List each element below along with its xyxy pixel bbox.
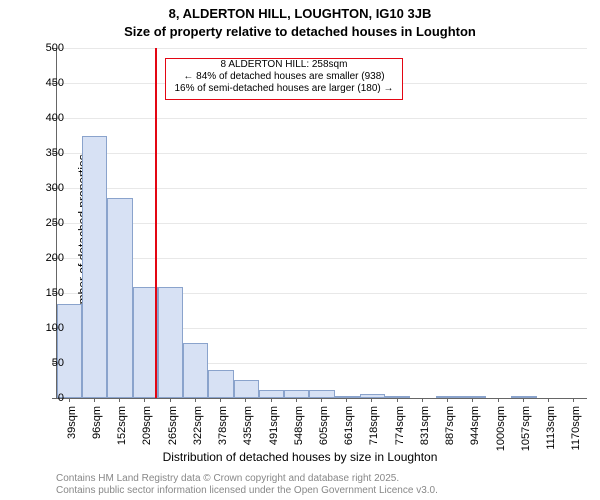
caption-line-2: Contains public sector information licen… (56, 485, 438, 496)
histogram-bar (284, 390, 309, 398)
histogram-bar (208, 370, 233, 398)
xtick-mark (119, 398, 120, 402)
xtick-mark (321, 398, 322, 402)
gridline (57, 153, 587, 154)
xtick-mark (523, 398, 524, 402)
ytick-label: 200 (46, 252, 64, 264)
gridline (57, 118, 587, 119)
xtick-mark (346, 398, 347, 402)
ytick-label: 500 (46, 42, 64, 54)
ytick-label: 150 (46, 287, 64, 299)
annotation-line: 8 ALDERTON HILL: 258sqm (166, 59, 402, 71)
annotation-line: 16% of semi-detached houses are larger (… (166, 83, 402, 95)
xtick-mark (472, 398, 473, 402)
ytick-label: 100 (46, 322, 64, 334)
xtick-mark (94, 398, 95, 402)
histogram-bar (107, 198, 132, 398)
xtick-mark (170, 398, 171, 402)
annotation-box: 8 ALDERTON HILL: 258sqm← 84% of detached… (165, 58, 403, 100)
xtick-mark (447, 398, 448, 402)
xtick-mark (144, 398, 145, 402)
plot-area: 8 ALDERTON HILL: 258sqm← 84% of detached… (56, 48, 587, 399)
gridline (57, 48, 587, 49)
xtick-mark (548, 398, 549, 402)
histogram-bar (309, 390, 334, 398)
title-main: 8, ALDERTON HILL, LOUGHTON, IG10 3JB (0, 6, 600, 21)
ytick-label: 0 (58, 392, 64, 404)
xtick-mark (69, 398, 70, 402)
histogram-bar (259, 390, 284, 398)
ytick-label: 250 (46, 217, 64, 229)
gridline (57, 258, 587, 259)
histogram-bar (385, 396, 410, 398)
xtick-mark (498, 398, 499, 402)
title-sub: Size of property relative to detached ho… (0, 24, 600, 39)
histogram-bar (158, 287, 183, 398)
xtick-mark (271, 398, 272, 402)
ytick-label: 350 (46, 147, 64, 159)
x-axis-label: Distribution of detached houses by size … (0, 450, 600, 464)
gridline (57, 223, 587, 224)
reference-line (155, 48, 157, 398)
xtick-mark (220, 398, 221, 402)
histogram-bar (133, 287, 158, 398)
ytick-label: 450 (46, 77, 64, 89)
ytick-label: 50 (52, 357, 64, 369)
xtick-mark (397, 398, 398, 402)
histogram-bar (511, 396, 536, 398)
histogram-bar (82, 136, 107, 399)
chart-container: 8, ALDERTON HILL, LOUGHTON, IG10 3JB Siz… (0, 0, 600, 500)
xtick-mark (422, 398, 423, 402)
xtick-mark (296, 398, 297, 402)
histogram-bar (234, 380, 259, 398)
ytick-label: 300 (46, 182, 64, 194)
histogram-bar (57, 304, 82, 399)
ytick-mark (52, 398, 56, 399)
xtick-mark (195, 398, 196, 402)
xtick-mark (573, 398, 574, 402)
xtick-mark (245, 398, 246, 402)
gridline (57, 188, 587, 189)
xtick-mark (371, 398, 372, 402)
histogram-bar (183, 343, 208, 398)
caption-line-1: Contains HM Land Registry data © Crown c… (56, 473, 399, 484)
ytick-label: 400 (46, 112, 64, 124)
annotation-line: ← 84% of detached houses are smaller (93… (166, 71, 402, 83)
